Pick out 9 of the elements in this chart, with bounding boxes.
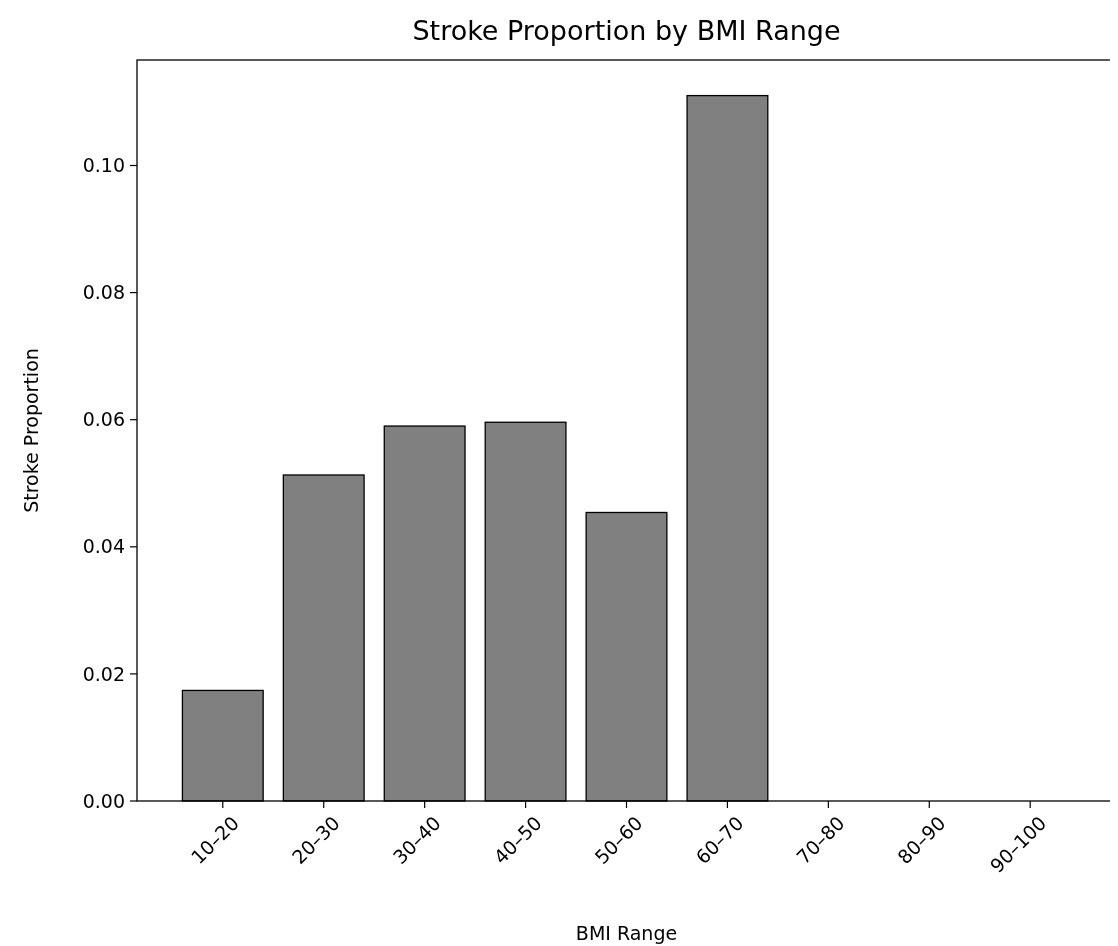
y-axis-title: Stroke Proportion [20,348,42,513]
y-tick-label: 0.10 [82,154,125,177]
y-tick-label: 0.04 [82,535,125,558]
y-tick-label: 0.02 [82,662,125,685]
x-axis-title: BMI Range [575,922,678,944]
y-tick-label: 0.06 [82,408,125,431]
y-tick-label: 0.00 [82,789,125,812]
chart-title: Stroke Proportion by BMI Range [412,15,841,46]
y-tick-label: 0.08 [82,281,125,304]
